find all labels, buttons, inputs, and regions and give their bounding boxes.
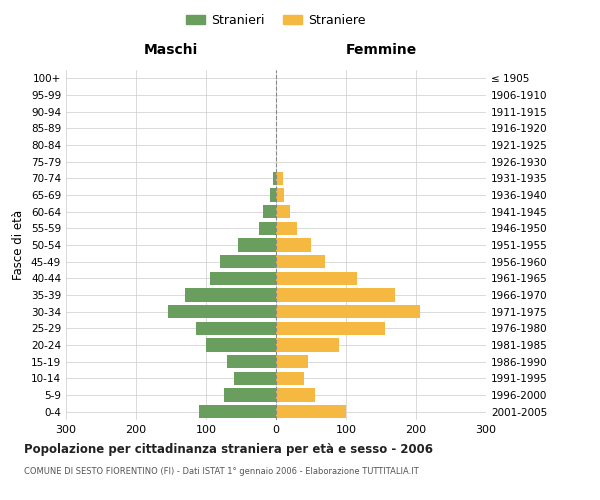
- Text: Popolazione per cittadinanza straniera per età e sesso - 2006: Popolazione per cittadinanza straniera p…: [24, 442, 433, 456]
- Bar: [276, 305, 419, 318]
- Bar: [276, 405, 346, 418]
- Bar: [199, 405, 276, 418]
- Y-axis label: Fasce di età: Fasce di età: [13, 210, 25, 280]
- Bar: [206, 338, 276, 351]
- Bar: [209, 272, 276, 285]
- Bar: [220, 255, 276, 268]
- Bar: [234, 372, 276, 385]
- Bar: [167, 305, 276, 318]
- Bar: [276, 288, 395, 302]
- Bar: [196, 322, 276, 335]
- Bar: [263, 205, 276, 218]
- Bar: [276, 272, 356, 285]
- Bar: [276, 372, 304, 385]
- Bar: [227, 355, 276, 368]
- Bar: [223, 388, 276, 402]
- Bar: [185, 288, 276, 302]
- Bar: [238, 238, 276, 252]
- Bar: [276, 338, 339, 351]
- Bar: [276, 388, 314, 402]
- Bar: [276, 205, 290, 218]
- Bar: [276, 222, 297, 235]
- Bar: [276, 355, 308, 368]
- Text: Maschi: Maschi: [144, 42, 198, 56]
- Bar: [272, 172, 276, 185]
- Bar: [276, 322, 385, 335]
- Bar: [271, 188, 276, 202]
- Legend: Stranieri, Straniere: Stranieri, Straniere: [181, 8, 371, 32]
- Text: Femmine: Femmine: [346, 42, 416, 56]
- Bar: [276, 238, 311, 252]
- Bar: [276, 188, 284, 202]
- Bar: [276, 255, 325, 268]
- Bar: [259, 222, 276, 235]
- Text: COMUNE DI SESTO FIORENTINO (FI) - Dati ISTAT 1° gennaio 2006 - Elaborazione TUTT: COMUNE DI SESTO FIORENTINO (FI) - Dati I…: [24, 468, 419, 476]
- Bar: [276, 172, 283, 185]
